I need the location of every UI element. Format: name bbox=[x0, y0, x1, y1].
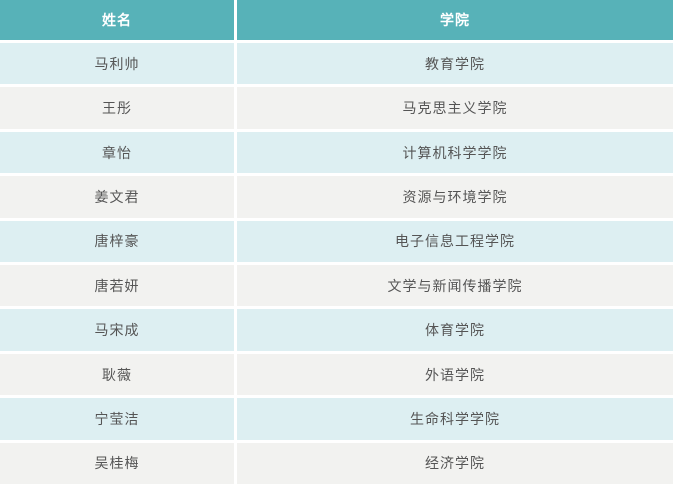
cell-college: 生命科学学院 bbox=[237, 398, 673, 440]
cell-name: 吴桂梅 bbox=[0, 442, 234, 484]
table-row: 章怡 计算机科学学院 bbox=[0, 131, 673, 174]
table-row: 姜文君 资源与环境学院 bbox=[0, 176, 673, 218]
column-header-college: 学院 bbox=[237, 0, 673, 40]
cell-college: 计算机科学学院 bbox=[237, 131, 673, 174]
table-row: 马利帅 教育学院 bbox=[0, 43, 673, 85]
cell-college: 外语学院 bbox=[237, 353, 673, 396]
cell-college: 经济学院 bbox=[237, 442, 673, 484]
table-row: 耿薇 外语学院 bbox=[0, 353, 673, 396]
cell-name: 马宋成 bbox=[0, 309, 234, 351]
table-row: 唐梓豪 电子信息工程学院 bbox=[0, 220, 673, 263]
cell-college: 体育学院 bbox=[237, 309, 673, 351]
table-row: 马宋成 体育学院 bbox=[0, 309, 673, 351]
cell-name: 王彤 bbox=[0, 87, 234, 129]
cell-college: 教育学院 bbox=[237, 43, 673, 85]
table-row: 吴桂梅 经济学院 bbox=[0, 442, 673, 484]
table-row: 宁莹洁 生命科学学院 bbox=[0, 398, 673, 440]
cell-name: 姜文君 bbox=[0, 176, 234, 218]
cell-name: 马利帅 bbox=[0, 43, 234, 85]
table-row: 王彤 马克思主义学院 bbox=[0, 87, 673, 129]
cell-college: 资源与环境学院 bbox=[237, 176, 673, 218]
column-header-name: 姓名 bbox=[0, 0, 234, 40]
cell-name: 耿薇 bbox=[0, 353, 234, 396]
cell-name: 章怡 bbox=[0, 131, 234, 174]
table-header-row: 姓名 学院 bbox=[0, 0, 673, 40]
cell-name: 宁莹洁 bbox=[0, 398, 234, 440]
cell-college: 文学与新闻传播学院 bbox=[237, 265, 673, 307]
cell-college: 电子信息工程学院 bbox=[237, 220, 673, 263]
table-row: 唐若妍 文学与新闻传播学院 bbox=[0, 265, 673, 307]
cell-college: 马克思主义学院 bbox=[237, 87, 673, 129]
cell-name: 唐若妍 bbox=[0, 265, 234, 307]
cell-name: 唐梓豪 bbox=[0, 220, 234, 263]
